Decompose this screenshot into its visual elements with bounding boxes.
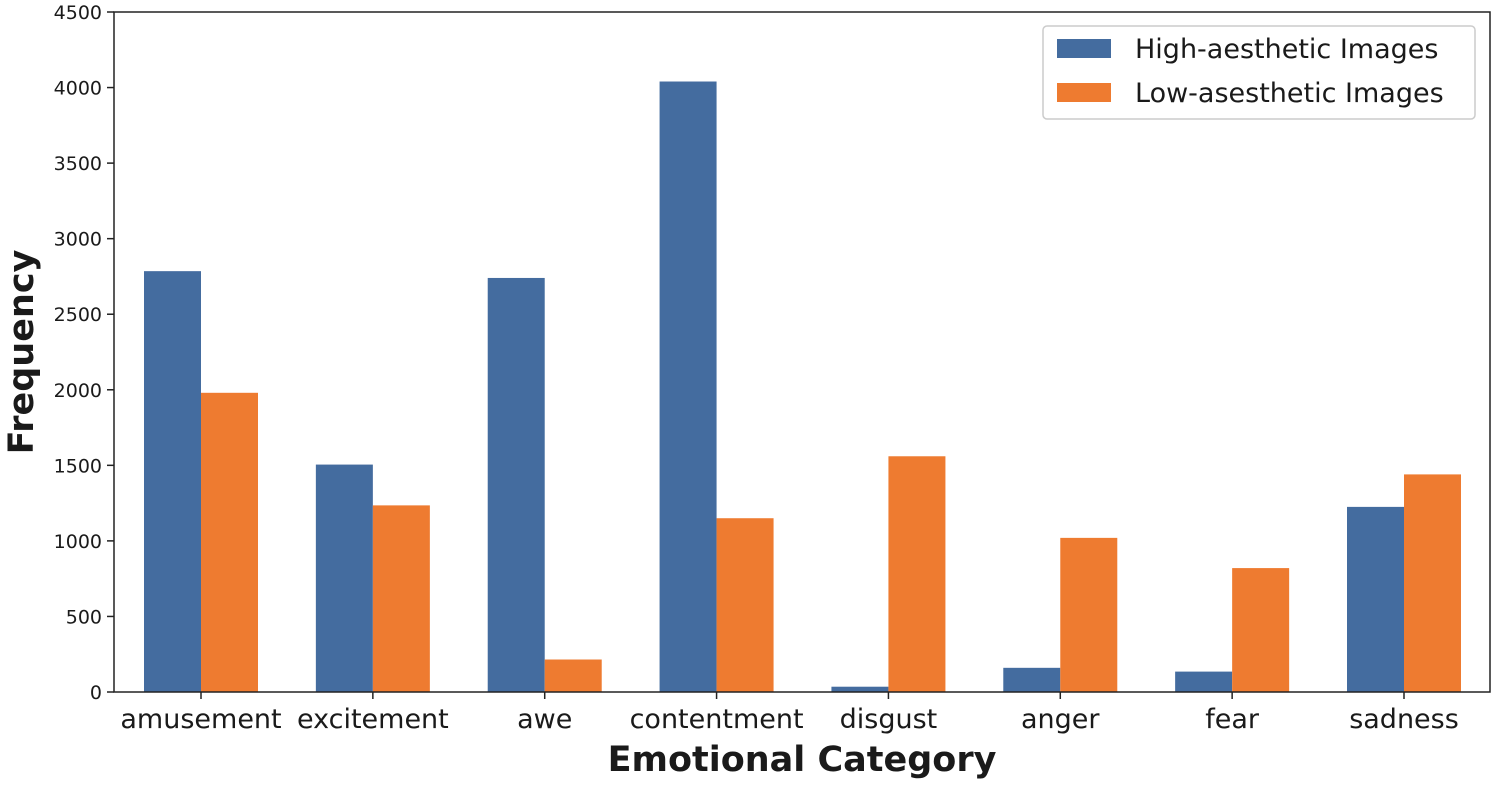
x-tick-label-awe: awe [517,704,572,735]
legend: High-aesthetic Images Low-asesthetic Ima… [1042,25,1476,120]
x-tick-label-anger: anger [1021,704,1100,735]
bar-low-amusement [201,392,258,692]
x-axis-title: Emotional Category [608,740,997,780]
x-tick-label-amusement: amusement [120,704,281,735]
legend-swatch-low-aesthetic [1057,83,1111,102]
y-tick-label: 500 [66,606,102,628]
y-tick-label: 1000 [54,531,102,553]
bar-low-anger [1060,537,1118,692]
x-tick-label-fear: fear [1205,704,1260,735]
y-tick-label: 1500 [54,455,102,477]
bar-high-sadness [1347,506,1404,692]
x-tick-label-contentment: contentment [630,704,804,735]
x-tick-label-disgust: disgust [840,704,938,735]
axes-layer [113,11,1491,693]
bar-low-contentment [716,518,774,692]
y-tick-label: 4000 [54,78,102,100]
bar-low-sadness [1404,474,1461,692]
y-tick-label: 0 [90,682,102,704]
y-axis-ticks: 0 500 1000 1500 2000 2500 3000 3500 4000 4500 [54,2,114,704]
bar-low-disgust [888,456,946,692]
legend-swatch-high-aesthetic [1057,39,1111,58]
legend-label-low-aesthetic: Low-asesthetic Images [1135,78,1444,109]
x-axis-ticks: amusement excitement awe contentment disgust… [120,692,1459,735]
bar-high-contentment [659,81,717,692]
bar-high-fear [1175,671,1233,692]
bar-high-anger [1003,667,1061,692]
bar-low-awe [544,659,602,692]
bars-layer [144,81,1461,692]
bar-low-fear [1232,568,1290,692]
y-axis-title: Frequency [2,249,42,454]
bar-low-excitement [372,505,430,692]
x-tick-label-sadness: sadness [1349,704,1459,735]
y-tick-label: 2000 [54,380,102,402]
bar-high-amusement [144,271,201,692]
y-tick-label: 3000 [54,229,102,251]
y-tick-label: 4500 [54,2,102,24]
bar-high-awe [487,277,545,692]
bar-high-excitement [315,464,373,692]
legend-label-high-aesthetic: High-aesthetic Images [1135,34,1438,65]
y-tick-label: 2500 [54,304,102,326]
plot-frame [113,11,1491,693]
y-tick-label: 3500 [54,153,102,175]
bar-high-disgust [831,686,889,692]
x-tick-label-excitement: excitement [297,704,449,735]
legend-box [1042,25,1476,120]
